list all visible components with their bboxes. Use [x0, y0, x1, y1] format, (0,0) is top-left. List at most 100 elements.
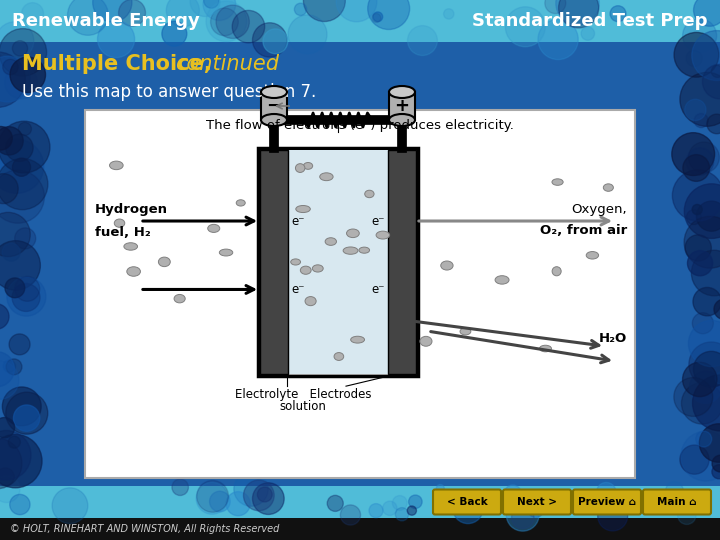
- Circle shape: [689, 342, 720, 387]
- Text: solution: solution: [279, 400, 326, 413]
- Ellipse shape: [552, 179, 563, 185]
- Ellipse shape: [236, 200, 246, 206]
- Circle shape: [2, 243, 20, 261]
- Ellipse shape: [312, 265, 323, 272]
- Circle shape: [12, 40, 27, 56]
- Ellipse shape: [295, 164, 305, 172]
- Circle shape: [596, 482, 616, 502]
- Circle shape: [303, 0, 346, 22]
- Circle shape: [666, 482, 683, 499]
- Circle shape: [22, 3, 43, 25]
- Text: −: −: [266, 97, 282, 115]
- Circle shape: [681, 431, 720, 481]
- Circle shape: [14, 228, 36, 249]
- Circle shape: [9, 334, 30, 355]
- Circle shape: [368, 0, 410, 30]
- Text: fuel, H₂: fuel, H₂: [95, 226, 150, 239]
- Circle shape: [336, 0, 377, 22]
- Text: O₂, from air: O₂, from air: [540, 224, 627, 237]
- Circle shape: [5, 278, 24, 298]
- Circle shape: [68, 0, 108, 35]
- Ellipse shape: [305, 296, 316, 306]
- Circle shape: [545, 0, 566, 14]
- Text: H₂O: H₂O: [599, 332, 627, 345]
- Text: Hydrogen: Hydrogen: [95, 203, 168, 216]
- Circle shape: [693, 352, 720, 387]
- Text: e⁻: e⁻: [372, 283, 384, 296]
- Circle shape: [0, 170, 45, 223]
- Circle shape: [0, 417, 14, 438]
- Circle shape: [372, 14, 381, 23]
- Bar: [0, 0, 720, 42]
- Circle shape: [703, 64, 720, 99]
- Circle shape: [0, 430, 31, 480]
- Ellipse shape: [343, 247, 358, 254]
- Circle shape: [166, 0, 199, 27]
- Circle shape: [680, 445, 709, 474]
- Ellipse shape: [346, 229, 359, 238]
- Circle shape: [505, 7, 545, 47]
- Circle shape: [559, 0, 599, 28]
- Circle shape: [288, 15, 327, 54]
- Ellipse shape: [127, 267, 140, 276]
- Text: < Back: < Back: [446, 497, 487, 507]
- Circle shape: [10, 57, 45, 92]
- Bar: [85, 110, 635, 478]
- Circle shape: [436, 484, 444, 492]
- Circle shape: [712, 465, 720, 479]
- Circle shape: [511, 506, 534, 529]
- Circle shape: [0, 29, 47, 76]
- Circle shape: [694, 113, 708, 127]
- Circle shape: [692, 205, 702, 214]
- Circle shape: [408, 506, 416, 515]
- FancyBboxPatch shape: [573, 489, 641, 515]
- Circle shape: [686, 50, 702, 66]
- Text: Preview ⌂: Preview ⌂: [578, 497, 636, 507]
- Ellipse shape: [389, 114, 415, 126]
- Text: continued: continued: [175, 54, 279, 74]
- Ellipse shape: [460, 328, 471, 335]
- Circle shape: [204, 0, 219, 8]
- Circle shape: [0, 361, 19, 399]
- Text: Oxygen,: Oxygen,: [572, 203, 627, 216]
- FancyBboxPatch shape: [433, 489, 501, 515]
- Circle shape: [15, 276, 40, 301]
- Circle shape: [196, 482, 228, 514]
- Circle shape: [97, 21, 135, 58]
- Ellipse shape: [303, 163, 312, 170]
- Circle shape: [373, 12, 382, 22]
- Text: e⁻: e⁻: [292, 214, 305, 227]
- Ellipse shape: [495, 276, 509, 284]
- Ellipse shape: [261, 114, 287, 126]
- Ellipse shape: [300, 266, 311, 274]
- Text: The flow of electrons (e⁻) produces electricity.: The flow of electrons (e⁻) produces elec…: [206, 119, 514, 132]
- Text: Use this map to answer question 7.: Use this map to answer question 7.: [22, 83, 316, 101]
- Ellipse shape: [114, 219, 125, 227]
- Bar: [258, 148, 418, 376]
- Circle shape: [327, 495, 343, 511]
- Circle shape: [408, 25, 437, 56]
- Circle shape: [692, 31, 720, 80]
- Circle shape: [711, 65, 720, 77]
- Circle shape: [395, 508, 409, 521]
- Circle shape: [253, 483, 284, 515]
- Ellipse shape: [539, 345, 552, 352]
- Bar: [260, 150, 288, 374]
- Circle shape: [5, 66, 37, 99]
- Circle shape: [714, 299, 720, 319]
- Circle shape: [6, 277, 46, 316]
- Circle shape: [93, 0, 132, 22]
- Circle shape: [341, 505, 361, 525]
- Circle shape: [10, 495, 30, 515]
- Ellipse shape: [420, 336, 432, 346]
- Circle shape: [162, 21, 186, 46]
- Circle shape: [678, 506, 696, 524]
- Circle shape: [684, 184, 720, 239]
- Circle shape: [210, 491, 230, 512]
- Ellipse shape: [220, 249, 233, 256]
- Bar: [0, 486, 720, 518]
- Ellipse shape: [359, 247, 369, 253]
- Circle shape: [598, 501, 628, 531]
- Circle shape: [172, 479, 189, 496]
- Circle shape: [691, 250, 720, 296]
